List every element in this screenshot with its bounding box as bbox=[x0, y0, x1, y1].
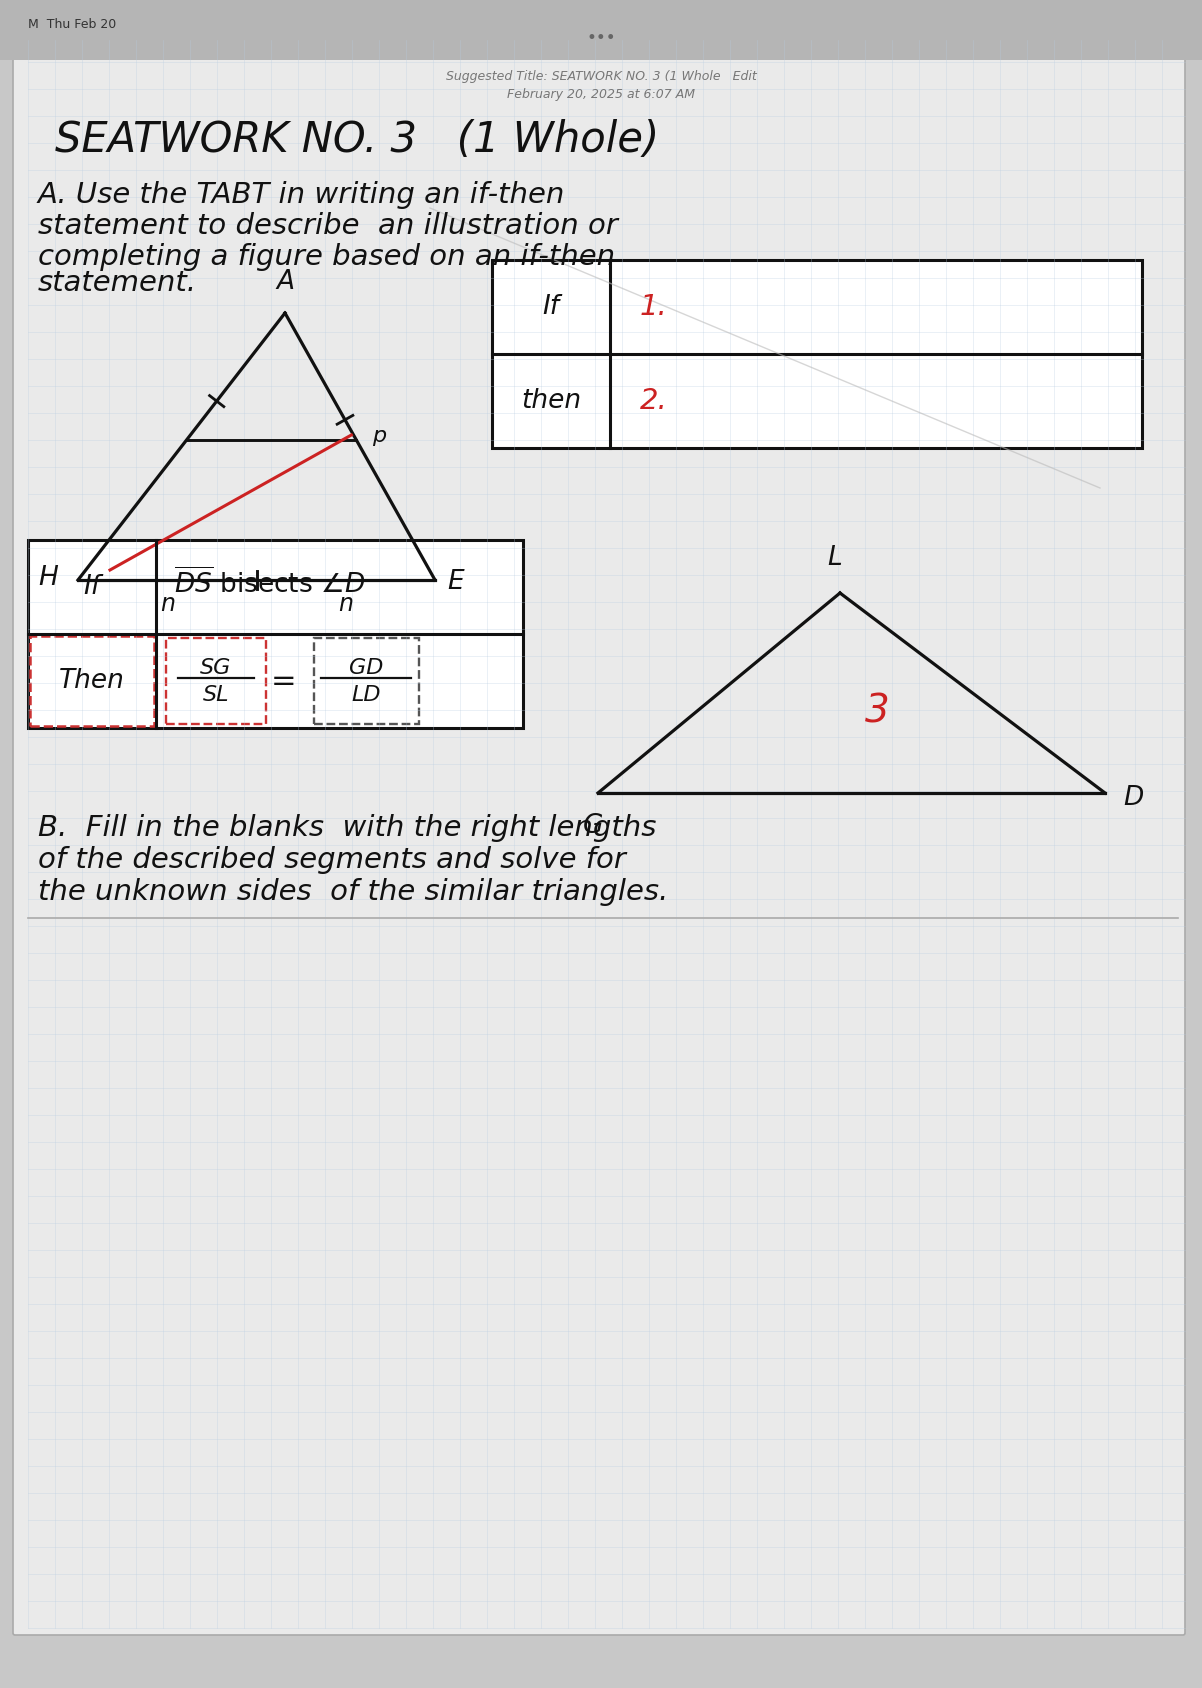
Text: SEATWORK NO. 3   (1 Whole): SEATWORK NO. 3 (1 Whole) bbox=[55, 118, 659, 160]
Text: G: G bbox=[583, 814, 603, 839]
Text: If: If bbox=[83, 574, 101, 599]
Text: n: n bbox=[160, 592, 174, 616]
Bar bbox=[0, 0, 1202, 61]
Text: of the described segments and solve for: of the described segments and solve for bbox=[38, 846, 626, 874]
Text: L: L bbox=[828, 545, 843, 571]
Text: then: then bbox=[520, 388, 581, 414]
Text: M  Thu Feb 20: M Thu Feb 20 bbox=[28, 17, 117, 30]
FancyBboxPatch shape bbox=[13, 34, 1185, 1636]
Text: 1.: 1. bbox=[639, 294, 668, 321]
Bar bbox=[28, 540, 523, 728]
Bar bbox=[492, 260, 1142, 447]
Text: H: H bbox=[38, 565, 58, 591]
Text: LD: LD bbox=[351, 685, 381, 706]
Text: If: If bbox=[542, 294, 559, 321]
Bar bbox=[314, 638, 419, 724]
Text: GD: GD bbox=[349, 658, 383, 679]
Bar bbox=[166, 638, 266, 724]
Text: •••: ••• bbox=[587, 29, 615, 47]
Text: statement to describe  an illustration or: statement to describe an illustration or bbox=[38, 213, 618, 240]
Text: statement.: statement. bbox=[38, 268, 197, 297]
Text: the unknown sides  of the similar triangles.: the unknown sides of the similar triangl… bbox=[38, 878, 668, 906]
Text: SL: SL bbox=[203, 685, 230, 706]
Text: B.  Fill in the blanks  with the right lengths: B. Fill in the blanks with the right len… bbox=[38, 814, 656, 842]
Text: D: D bbox=[1123, 785, 1143, 810]
Text: Then: Then bbox=[59, 668, 125, 694]
Text: A: A bbox=[276, 268, 294, 295]
Text: February 20, 2025 at 6:07 AM: February 20, 2025 at 6:07 AM bbox=[507, 88, 695, 101]
Text: A. Use the TABT in writing an if-then: A. Use the TABT in writing an if-then bbox=[38, 181, 565, 209]
Text: Suggested Title: SEATWORK NO. 3 (1 Whole   Edit: Suggested Title: SEATWORK NO. 3 (1 Whole… bbox=[446, 69, 756, 83]
Text: n: n bbox=[338, 592, 353, 616]
Text: E: E bbox=[447, 569, 464, 594]
Text: =: = bbox=[272, 667, 297, 695]
Text: SG: SG bbox=[201, 658, 232, 679]
Text: $\overline{DS}$ bisects $\angle D$: $\overline{DS}$ bisects $\angle D$ bbox=[174, 567, 365, 598]
Text: 2.: 2. bbox=[639, 387, 668, 415]
Text: p: p bbox=[373, 425, 387, 446]
Text: 3: 3 bbox=[865, 692, 889, 731]
Bar bbox=[30, 636, 154, 726]
Text: completing a figure based on an if-then: completing a figure based on an if-then bbox=[38, 243, 615, 272]
